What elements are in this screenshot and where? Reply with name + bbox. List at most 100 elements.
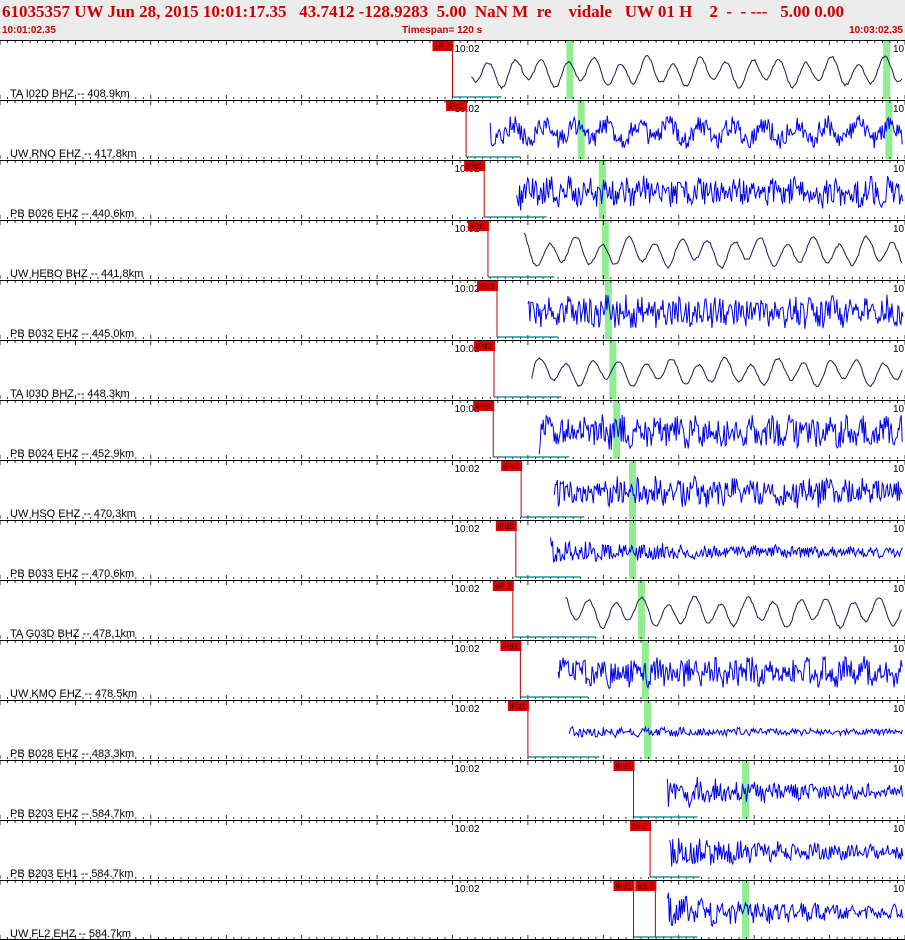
pick-flag [501,461,523,471]
tick-label: 10 [893,764,905,775]
header-bar: 61035357 UW Jun 28, 2015 10:01:17.35 43.… [0,0,905,40]
pick-flag [635,881,657,891]
waveform-trace [557,655,903,690]
phase-marker [883,41,891,99]
tick-label: 10:02 [455,104,480,115]
pick-label: iS 1 [632,822,646,831]
pick-flag [500,641,522,651]
waveform-trace [531,356,903,388]
end-time: 10:03:02.35 [849,25,903,36]
tick-label: 10 [893,224,905,235]
time-ticks [0,581,905,639]
phase-marker [604,281,612,339]
tick-label: 10 [893,344,905,355]
station-label: PB B203 EHZ -- 584.7km [10,808,134,820]
pick-label: iPd1 [479,282,496,291]
pick-label: iPd1 [475,402,492,411]
waveform-trace [550,537,903,563]
pick-label: eP 2 [435,42,452,51]
pick-flag [507,701,529,711]
tick-label: 10:02 [455,704,480,715]
pick-label: eS 2 [637,882,654,891]
pick-label: iPd1 [616,762,633,771]
waveform-trace [553,475,903,509]
pick-flag [630,821,652,831]
station-label: PB B203 EH1 -- 584.7km [10,868,134,880]
phase-marker [609,341,617,399]
station-label: PB B026 EHZ -- 440.6km [10,208,134,220]
tick-label: 10:02 [455,404,480,415]
station-label: UW HEBO BHZ -- 441.8km [10,268,143,280]
event-title: 61035357 UW Jun 28, 2015 10:01:17.35 43.… [2,2,844,21]
phase-marker [601,221,609,279]
pick-flag [613,881,635,891]
start-time: 10:01:02.35 [2,25,56,36]
time-ticks [0,341,905,399]
time-ticks [0,221,905,279]
waveform-trace [523,232,903,270]
waveform-trace [666,892,903,928]
station-label: PB B028 EHZ -- 483.3km [10,748,134,760]
phase-marker [613,401,621,459]
pick-label: iPc1 [448,102,464,111]
time-ticks [0,281,905,339]
pick-flag [473,341,495,351]
tick-label: 10 [893,44,905,55]
tick-label: 10:02 [455,824,480,835]
time-ticks [0,821,905,879]
tick-label: 10:02 [455,884,480,895]
tick-label: 10:02 [455,584,480,595]
pick-label: iPd1 [476,342,493,351]
timespan-label: Timespan= 120 s [402,25,483,36]
station-label: PB B033 EHZ -- 470.6km [10,568,134,580]
tick-label: 10 [893,824,905,835]
time-ticks [0,761,905,819]
phase-marker [566,41,574,99]
time-ticks [0,101,905,159]
tick-label: 10 [893,404,905,415]
pick-label: iPd0 [498,522,515,531]
phase-marker [638,581,646,639]
pick-label: iPd1 [503,462,520,471]
pick-flag [432,41,454,51]
time-ticks [0,401,905,459]
waveform-trace [516,175,904,211]
pick-flag [464,161,486,171]
time-ticks [0,701,905,759]
waveform-trace [565,595,903,630]
time-ticks [0,41,905,99]
waveform-trace [568,725,903,739]
station-label: PB B024 EHZ -- 452.9km [10,448,134,460]
pick-flag [473,401,495,411]
pick-flag [476,281,498,291]
tick-label: 10 [893,584,905,595]
station-label: UW FL2 EHZ -- 584.7km [10,928,131,940]
pick-flag [467,221,489,231]
station-label: TA I03D BHZ -- 448.3km [10,388,130,400]
station-label: UW RNO EHZ -- 417.8km [10,148,137,160]
station-label: PB B032 EHZ -- 445.0km [10,328,134,340]
tick-label: 10 [893,104,905,115]
pick-flag [613,761,635,771]
tick-label: 10:02 [455,464,480,475]
waveform-trace [489,115,903,150]
tick-label: 10:02 [455,644,480,655]
waveform-trace [527,294,904,329]
time-ticks [0,161,905,219]
waveform-trace [666,776,903,808]
station-label: UW KMO EHZ -- 478.5km [10,688,137,700]
tick-label: 10:02 [455,344,480,355]
tick-label: 10:02 [455,224,480,235]
tick-label: 10:02 [455,44,480,55]
tick-label: 10:02 [455,524,480,535]
tick-label: 10:02 [455,764,480,775]
waveform-trace [471,54,903,90]
tick-label: 10 [893,164,905,175]
time-ticks [0,881,905,939]
tick-label: 10 [893,524,905,535]
pick-flag [492,581,514,591]
waveform-trace [669,838,904,867]
station-label: TA I02D BHZ -- 408.9km [10,88,130,100]
pick-label: eP 2 [495,582,512,591]
